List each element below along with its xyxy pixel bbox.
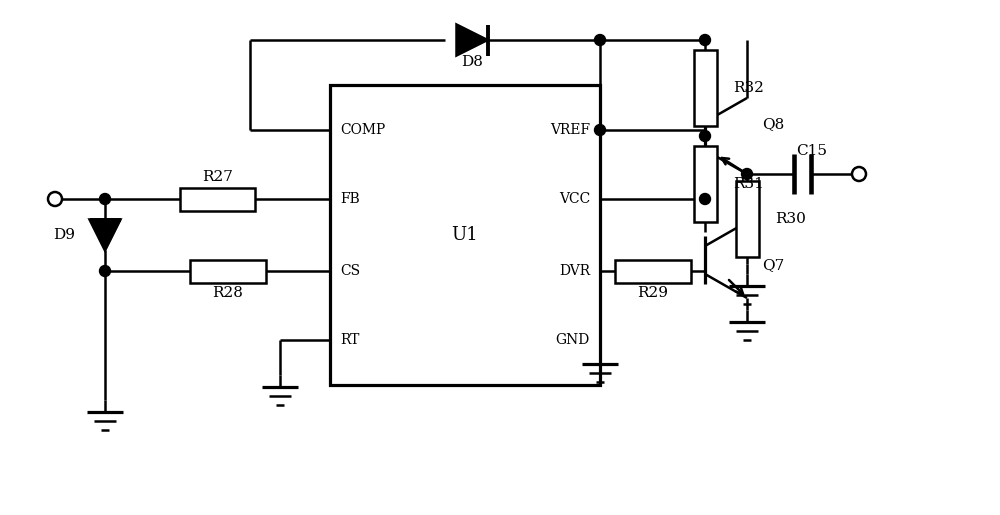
Text: Q7: Q7 — [762, 258, 784, 272]
Text: GND: GND — [556, 333, 590, 347]
Bar — [330, 85, 600, 385]
Text: CS: CS — [340, 264, 360, 278]
Text: D9: D9 — [53, 228, 75, 242]
Text: R29: R29 — [637, 286, 668, 300]
Circle shape — [100, 266, 110, 277]
Circle shape — [700, 130, 710, 142]
Polygon shape — [90, 219, 120, 250]
Text: U1: U1 — [452, 226, 478, 244]
Bar — [694, 146, 716, 222]
Text: D8: D8 — [461, 55, 483, 69]
Bar — [180, 187, 255, 211]
Text: C15: C15 — [796, 144, 827, 158]
Bar — [614, 260, 690, 283]
Circle shape — [100, 194, 110, 204]
Text: R32: R32 — [733, 81, 764, 95]
Circle shape — [594, 125, 606, 135]
Bar — [736, 181, 759, 257]
Text: DVR: DVR — [559, 264, 590, 278]
Text: VCC: VCC — [559, 192, 590, 206]
Circle shape — [700, 35, 710, 45]
Text: VREF: VREF — [550, 123, 590, 137]
Polygon shape — [456, 25, 488, 56]
Text: COMP: COMP — [340, 123, 385, 137]
Text: FB: FB — [340, 192, 360, 206]
Text: R30: R30 — [775, 212, 806, 226]
Text: R28: R28 — [212, 286, 243, 300]
Text: Q8: Q8 — [762, 117, 784, 131]
Circle shape — [48, 192, 62, 206]
Text: R27: R27 — [202, 170, 233, 184]
Circle shape — [700, 194, 710, 204]
Circle shape — [852, 167, 866, 181]
Text: RT: RT — [340, 333, 359, 347]
Circle shape — [594, 35, 606, 45]
Circle shape — [742, 168, 753, 180]
Text: R31: R31 — [733, 177, 764, 191]
Bar — [694, 50, 716, 126]
Bar — [190, 260, 266, 283]
